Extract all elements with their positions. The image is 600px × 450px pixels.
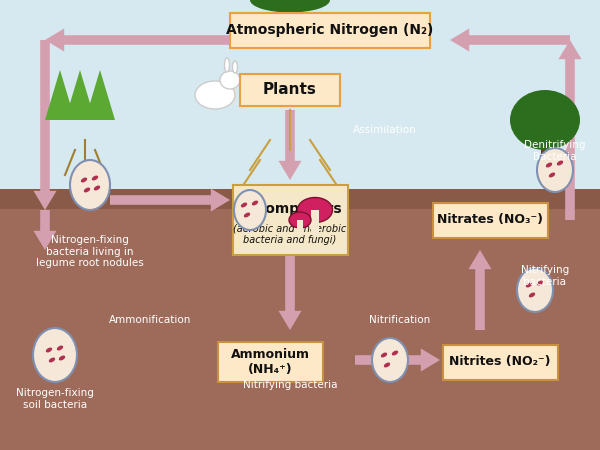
Ellipse shape [557, 161, 563, 166]
Ellipse shape [537, 280, 543, 285]
Ellipse shape [517, 268, 553, 312]
Text: Decomposers: Decomposers [237, 202, 343, 216]
Bar [541, 135, 549, 160]
Text: Nitrates (NO₃⁻): Nitrates (NO₃⁻) [437, 213, 543, 226]
Ellipse shape [49, 358, 55, 362]
Ellipse shape [289, 212, 311, 228]
Text: Atmospheric Nitrogen (N₂): Atmospheric Nitrogen (N₂) [226, 23, 434, 37]
Ellipse shape [57, 346, 63, 351]
Ellipse shape [526, 283, 532, 288]
FancyArrow shape [355, 348, 440, 372]
Bar [297, 220, 303, 233]
Ellipse shape [537, 148, 573, 192]
Bar [0, 189, 600, 450]
Ellipse shape [510, 90, 580, 150]
Ellipse shape [195, 81, 235, 109]
Ellipse shape [250, 0, 330, 13]
Polygon shape [45, 70, 75, 120]
Bar [0, 189, 600, 209]
Ellipse shape [549, 172, 555, 177]
FancyArrow shape [34, 40, 56, 210]
Ellipse shape [46, 347, 52, 352]
FancyBboxPatch shape [230, 13, 430, 48]
Bar [285, 10, 295, 40]
Polygon shape [65, 70, 95, 120]
Ellipse shape [244, 212, 250, 217]
Text: Ammonium
(NH₄⁺): Ammonium (NH₄⁺) [230, 348, 310, 376]
FancyArrow shape [34, 210, 56, 250]
Ellipse shape [70, 160, 110, 210]
Ellipse shape [94, 185, 100, 190]
Ellipse shape [233, 61, 238, 73]
Ellipse shape [384, 363, 390, 368]
FancyBboxPatch shape [433, 202, 548, 238]
Ellipse shape [220, 71, 240, 89]
Text: Assimilation: Assimilation [353, 125, 417, 135]
Ellipse shape [546, 162, 552, 167]
FancyArrow shape [278, 110, 302, 180]
Text: Plants: Plants [263, 82, 317, 98]
Text: Nitrification: Nitrification [370, 315, 431, 325]
Ellipse shape [84, 188, 90, 193]
Text: Denitrifying
Bacteria: Denitrifying Bacteria [524, 140, 586, 162]
Ellipse shape [59, 356, 65, 360]
Ellipse shape [529, 292, 535, 297]
Text: Ammonification: Ammonification [109, 315, 191, 325]
Text: Nitrites (NO₂⁻): Nitrites (NO₂⁻) [449, 356, 551, 369]
Ellipse shape [372, 338, 408, 382]
Text: Nitrifying bacteria: Nitrifying bacteria [243, 380, 337, 390]
Ellipse shape [392, 351, 398, 356]
Text: (aerobic and anaerobic
bacteria and fungi): (aerobic and anaerobic bacteria and fung… [233, 223, 347, 245]
FancyBboxPatch shape [443, 345, 557, 379]
Ellipse shape [33, 328, 77, 382]
Ellipse shape [81, 178, 87, 182]
FancyBboxPatch shape [218, 342, 323, 382]
Ellipse shape [381, 352, 387, 357]
Text: Nitrogen-fixing
bacteria living in
legume root nodules: Nitrogen-fixing bacteria living in legum… [36, 235, 144, 268]
FancyArrow shape [110, 189, 230, 211]
FancyArrow shape [45, 28, 300, 51]
Ellipse shape [241, 202, 247, 207]
Bar [0, 0, 600, 189]
Ellipse shape [255, 0, 325, 3]
Ellipse shape [298, 198, 332, 222]
FancyBboxPatch shape [240, 74, 340, 106]
FancyArrow shape [559, 40, 581, 220]
Polygon shape [85, 70, 115, 120]
Text: Nitrogen-fixing
soil bacteria: Nitrogen-fixing soil bacteria [16, 388, 94, 410]
Ellipse shape [224, 58, 229, 72]
Ellipse shape [234, 190, 266, 230]
Ellipse shape [92, 176, 98, 180]
FancyArrow shape [450, 28, 570, 51]
Ellipse shape [252, 201, 258, 206]
FancyArrow shape [469, 250, 491, 330]
FancyBboxPatch shape [233, 185, 347, 255]
Bar [311, 210, 319, 235]
FancyArrow shape [278, 255, 302, 330]
Text: Nitrifying
bacteria: Nitrifying bacteria [521, 265, 569, 287]
